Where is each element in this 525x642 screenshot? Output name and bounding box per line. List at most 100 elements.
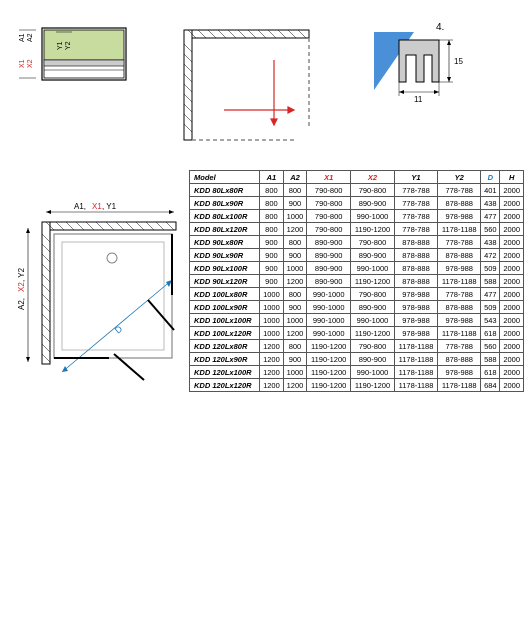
value-cell: 2000 (500, 197, 524, 210)
value-cell: 978-988 (438, 314, 481, 327)
value-cell: 990-1000 (351, 210, 395, 223)
value-cell: 618 (481, 366, 500, 379)
value-cell: 978-988 (438, 366, 481, 379)
value-cell: 990-1000 (307, 288, 351, 301)
value-cell: 1200 (283, 223, 307, 236)
profile-callout-number: 4. (436, 22, 444, 33)
value-cell: 1000 (260, 301, 284, 314)
value-cell: 890-900 (351, 301, 395, 314)
value-cell: 800 (283, 340, 307, 353)
value-cell: 438 (481, 236, 500, 249)
value-cell: 890-900 (307, 249, 351, 262)
col-model: Model (190, 171, 260, 184)
value-cell: 618 (481, 327, 500, 340)
value-cell: 1200 (260, 379, 284, 392)
profile-dim-w: 11 (414, 95, 423, 104)
table-row: KDD 80Lx100R8001000790-800990-1000778-78… (190, 210, 524, 223)
model-cell: KDD 80Lx90R (190, 197, 260, 210)
value-cell: 900 (283, 301, 307, 314)
spec-table: ModelA1A2X1X2Y1Y2DH KDD 80Lx80R800800790… (189, 170, 524, 392)
value-cell: 1000 (283, 210, 307, 223)
model-cell: KDD 80Lx80R (190, 184, 260, 197)
value-cell: 477 (481, 288, 500, 301)
value-cell: 1200 (283, 379, 307, 392)
model-cell: KDD 90Lx120R (190, 275, 260, 288)
value-cell: 2000 (500, 366, 524, 379)
value-cell: 900 (283, 249, 307, 262)
value-cell: 472 (481, 249, 500, 262)
value-cell: 900 (260, 262, 284, 275)
table-row: KDD 90Lx120R9001200890-9001190-1200878-8… (190, 275, 524, 288)
value-cell: 2000 (500, 288, 524, 301)
value-cell: 878-888 (438, 353, 481, 366)
value-cell: 477 (481, 210, 500, 223)
value-cell: 978-988 (394, 288, 437, 301)
value-cell: 1190-1200 (307, 366, 351, 379)
svg-text:, Y1: , Y1 (102, 202, 117, 211)
value-cell: 800 (283, 184, 307, 197)
value-cell: 790-800 (307, 210, 351, 223)
value-cell: 1190-1200 (307, 340, 351, 353)
diagram-cross-section: A1 A2 X1 X2 Y1 Y2 (14, 20, 134, 120)
value-cell: 1178-1188 (394, 379, 437, 392)
table-row: KDD 100Lx90R1000900990-1000890-900978-98… (190, 301, 524, 314)
value-cell: 778-788 (394, 223, 437, 236)
value-cell: 1190-1200 (351, 379, 395, 392)
value-cell: 1000 (283, 366, 307, 379)
value-cell: 790-800 (351, 340, 395, 353)
model-cell: KDD 100Lx80R (190, 288, 260, 301)
value-cell: 900 (260, 249, 284, 262)
model-cell: KDD 80Lx100R (190, 210, 260, 223)
top-diagram-row: A1 A2 X1 X2 Y1 Y2 (14, 20, 511, 150)
value-cell: 560 (481, 340, 500, 353)
value-cell: 2000 (500, 340, 524, 353)
value-cell: 800 (260, 223, 284, 236)
value-cell: 778-788 (438, 236, 481, 249)
table-row: KDD 120Lx120R120012001190-12001190-12001… (190, 379, 524, 392)
value-cell: 990-1000 (307, 327, 351, 340)
col-h: H (500, 171, 524, 184)
value-cell: 588 (481, 275, 500, 288)
value-cell: 1000 (283, 314, 307, 327)
model-cell: KDD 90Lx80R (190, 236, 260, 249)
value-cell: 878-888 (394, 249, 437, 262)
value-cell: 790-800 (351, 236, 395, 249)
svg-text:A1,: A1, (74, 202, 86, 211)
value-cell: 1178-1188 (438, 327, 481, 340)
value-cell: 588 (481, 353, 500, 366)
value-cell: 778-788 (394, 184, 437, 197)
value-cell: 900 (283, 197, 307, 210)
value-cell: 878-888 (394, 262, 437, 275)
table-row: KDD 100Lx120R10001200990-10001190-120097… (190, 327, 524, 340)
value-cell: 878-888 (394, 236, 437, 249)
value-cell: 778-788 (438, 340, 481, 353)
table-row: KDD 80Lx90R800900790-800890-900778-78887… (190, 197, 524, 210)
value-cell: 890-900 (307, 275, 351, 288)
value-cell: 790-800 (351, 184, 395, 197)
value-cell: 1200 (260, 353, 284, 366)
spec-table-wrap: ModelA1A2X1X2Y1Y2DH KDD 80Lx80R800800790… (189, 170, 511, 392)
model-cell: KDD 100Lx90R (190, 301, 260, 314)
value-cell: 800 (260, 197, 284, 210)
model-cell: KDD 100Lx100R (190, 314, 260, 327)
table-row: KDD 80Lx120R8001200790-8001190-1200778-7… (190, 223, 524, 236)
value-cell: 2000 (500, 314, 524, 327)
value-cell: 778-788 (394, 197, 437, 210)
table-row: KDD 90Lx90R900900890-900890-900878-88887… (190, 249, 524, 262)
value-cell: 1178-1188 (394, 340, 437, 353)
model-cell: KDD 120Lx90R (190, 353, 260, 366)
value-cell: 800 (283, 288, 307, 301)
model-cell: KDD 90Lx100R (190, 262, 260, 275)
value-cell: 1190-1200 (351, 327, 395, 340)
value-cell: 890-900 (307, 262, 351, 275)
svg-text:X2: X2 (27, 59, 34, 68)
value-cell: 878-888 (438, 301, 481, 314)
table-body: KDD 80Lx80R800800790-800790-800778-78877… (190, 184, 524, 392)
value-cell: 1190-1200 (307, 379, 351, 392)
value-cell: 509 (481, 262, 500, 275)
table-row: KDD 100Lx80R1000800990-1000790-800978-98… (190, 288, 524, 301)
value-cell: 878-888 (394, 275, 437, 288)
diagram-door-dimensions: A1, X1 , Y1 A2, X2 , Y2 (14, 200, 184, 410)
svg-text:D: D (113, 323, 125, 335)
col-a1: A1 (260, 171, 284, 184)
